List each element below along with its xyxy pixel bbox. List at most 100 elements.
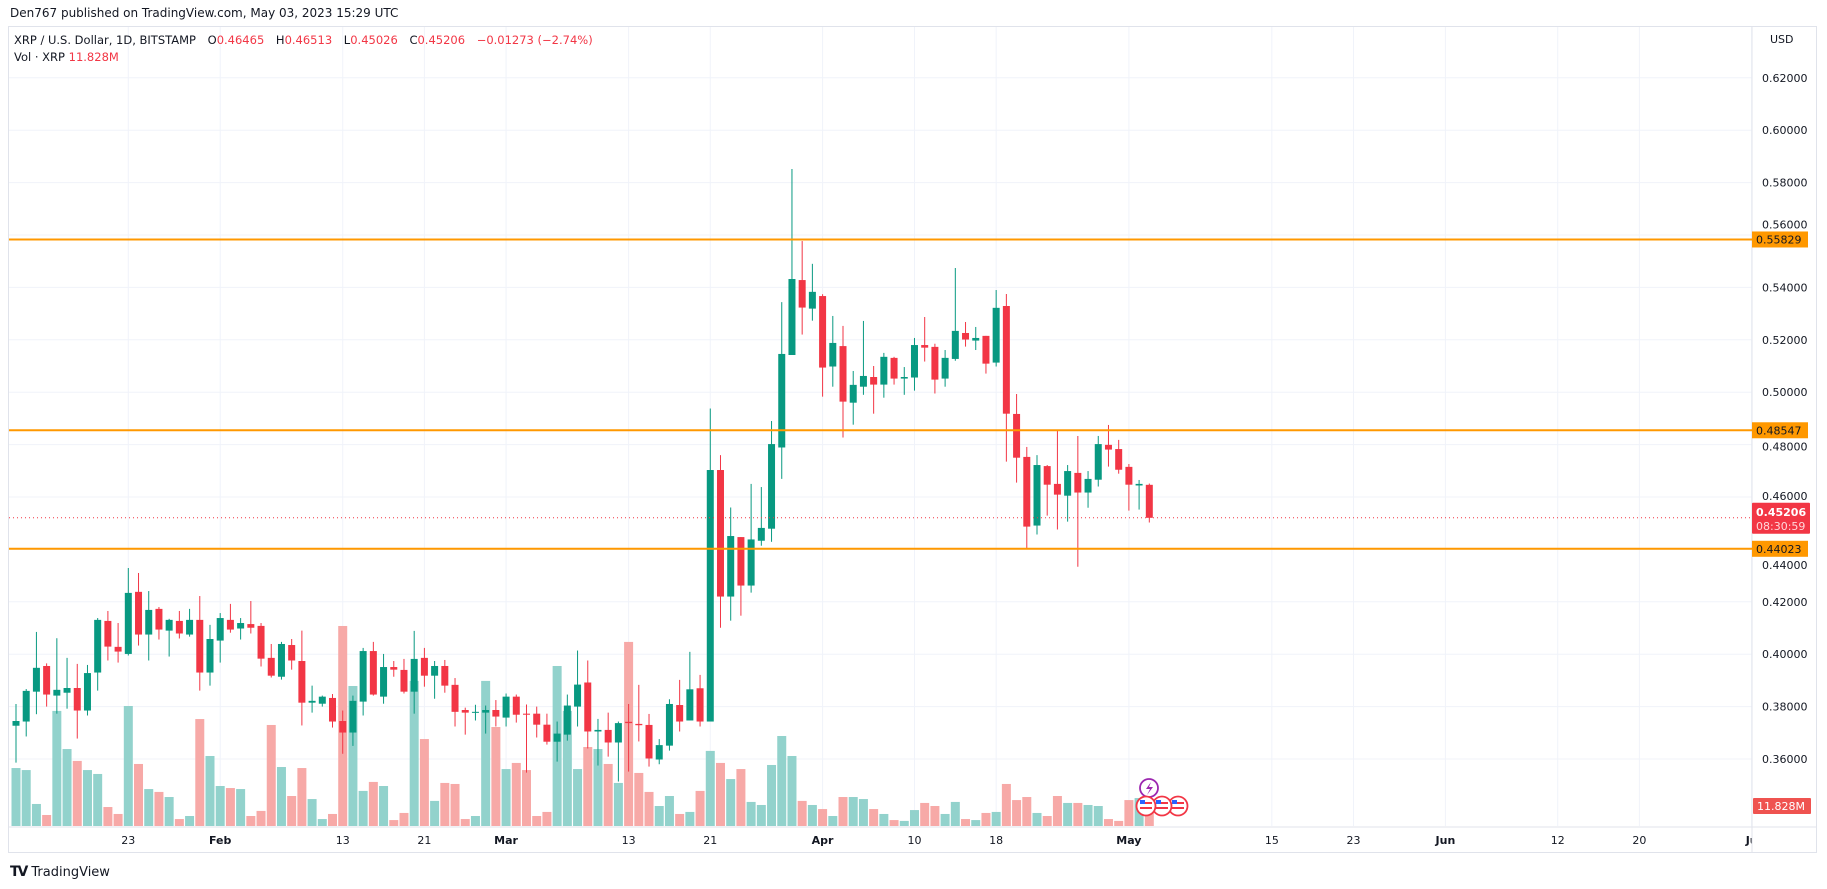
candle-body — [63, 687, 71, 693]
flag-canton — [1140, 800, 1145, 804]
volume-bar — [236, 789, 246, 826]
candle-body — [83, 673, 91, 711]
volume-bar — [174, 819, 184, 826]
volume-bar — [950, 801, 960, 826]
candle-body — [22, 690, 30, 722]
candle-body — [992, 307, 1000, 363]
volume-bar — [685, 811, 695, 826]
volume-bar — [777, 735, 787, 826]
volume-bar — [573, 769, 583, 826]
y-tick-label: 0.38000 — [1762, 701, 1808, 714]
volume-bar — [1144, 805, 1154, 826]
open-value: 0.46465 — [216, 33, 265, 47]
candle-body — [420, 657, 428, 676]
candle-body — [757, 527, 765, 541]
volume-bar — [389, 820, 399, 826]
y-tick-label: 0.62000 — [1762, 72, 1808, 85]
volume-bar — [225, 788, 235, 826]
volume-bar — [756, 804, 766, 826]
x-tick-label: 12 — [1551, 834, 1565, 847]
x-tick-label: Apr — [812, 834, 834, 847]
y-tick-label: 0.54000 — [1762, 281, 1808, 294]
candle-body — [226, 619, 234, 630]
candle-body — [206, 639, 214, 673]
volume-title[interactable]: Vol · XRP — [14, 50, 65, 64]
candle-body — [145, 609, 153, 635]
volume-bar — [767, 764, 777, 826]
candle-body — [533, 713, 541, 725]
volume-bar — [1042, 815, 1052, 826]
candle-body — [298, 661, 306, 703]
candle-body — [135, 591, 143, 635]
candle-body — [1115, 449, 1123, 470]
x-tick-label: 23 — [121, 834, 135, 847]
candle-body — [665, 703, 673, 746]
volume-bar — [593, 749, 603, 826]
volume-bar — [1052, 795, 1062, 826]
volume-bar — [1093, 805, 1103, 826]
x-tick-label: 21 — [417, 834, 431, 847]
flag-canton — [1172, 800, 1177, 804]
candle-body — [798, 280, 806, 308]
currency-label[interactable]: USD — [1770, 33, 1794, 46]
volume-bar — [328, 813, 338, 826]
y-tick-label: 0.42000 — [1762, 596, 1808, 609]
candle-body — [1053, 483, 1061, 495]
volume-bar — [450, 783, 460, 826]
candle-body — [1125, 466, 1133, 485]
candle-body — [1145, 484, 1153, 518]
volume-bar — [715, 762, 725, 826]
volume-bar — [154, 791, 164, 826]
volume-bar — [430, 800, 440, 826]
last-price-label: 0.45206 — [1756, 506, 1806, 519]
lightning-bolt-icon — [1146, 782, 1153, 795]
y-tick-label: 0.56000 — [1762, 218, 1808, 231]
flag-stripe — [1172, 802, 1184, 804]
x-tick-label: 10 — [907, 834, 921, 847]
candle-body — [890, 357, 898, 379]
candle-body — [237, 623, 245, 629]
level-price-label: 0.44023 — [1756, 543, 1802, 556]
high-label: H — [275, 33, 285, 47]
volume-bar — [21, 770, 31, 826]
candle-body — [941, 357, 949, 379]
us-flag-event-icon — [1135, 795, 1157, 817]
candle-body — [839, 346, 847, 402]
volume-bar — [31, 803, 41, 826]
volume-bar — [144, 789, 154, 826]
candle-body — [553, 733, 561, 742]
legend: XRP / U.S. Dollar, 1D, BITSTAMP O0.46465… — [14, 32, 593, 66]
candle-body — [614, 723, 622, 743]
candle-body — [308, 700, 316, 703]
volume-bar — [358, 790, 368, 826]
candle-body — [727, 536, 735, 597]
x-tick-label: 18 — [989, 834, 1003, 847]
candle-body — [400, 669, 408, 692]
candle-body — [676, 705, 684, 722]
volume-bar — [419, 739, 429, 826]
volume-bar — [889, 820, 899, 826]
candle-body — [737, 537, 745, 586]
volume-bar — [134, 763, 144, 826]
volume-bar — [603, 763, 613, 826]
volume-bar — [899, 820, 909, 826]
volume-bar — [981, 812, 991, 826]
tradingview-logo-icon: TV — [10, 864, 28, 880]
volume-bar — [256, 810, 266, 826]
candle-body — [359, 651, 367, 702]
symbol-title[interactable]: XRP / U.S. Dollar, 1D, BITSTAMP — [14, 33, 196, 47]
volume-bar — [818, 809, 828, 826]
high-value: 0.46513 — [284, 33, 333, 47]
candle-body — [431, 665, 439, 676]
candle-body — [318, 696, 326, 704]
volume-bar — [511, 762, 521, 826]
volume-bar — [838, 797, 848, 826]
candle-body — [686, 689, 694, 721]
volume-bar — [1124, 800, 1134, 826]
flag-canton — [1156, 800, 1161, 804]
candle-body — [1074, 472, 1082, 493]
x-tick-label: 23 — [1347, 834, 1361, 847]
candle-body — [931, 346, 939, 380]
level-price-label-bg — [1752, 422, 1808, 439]
